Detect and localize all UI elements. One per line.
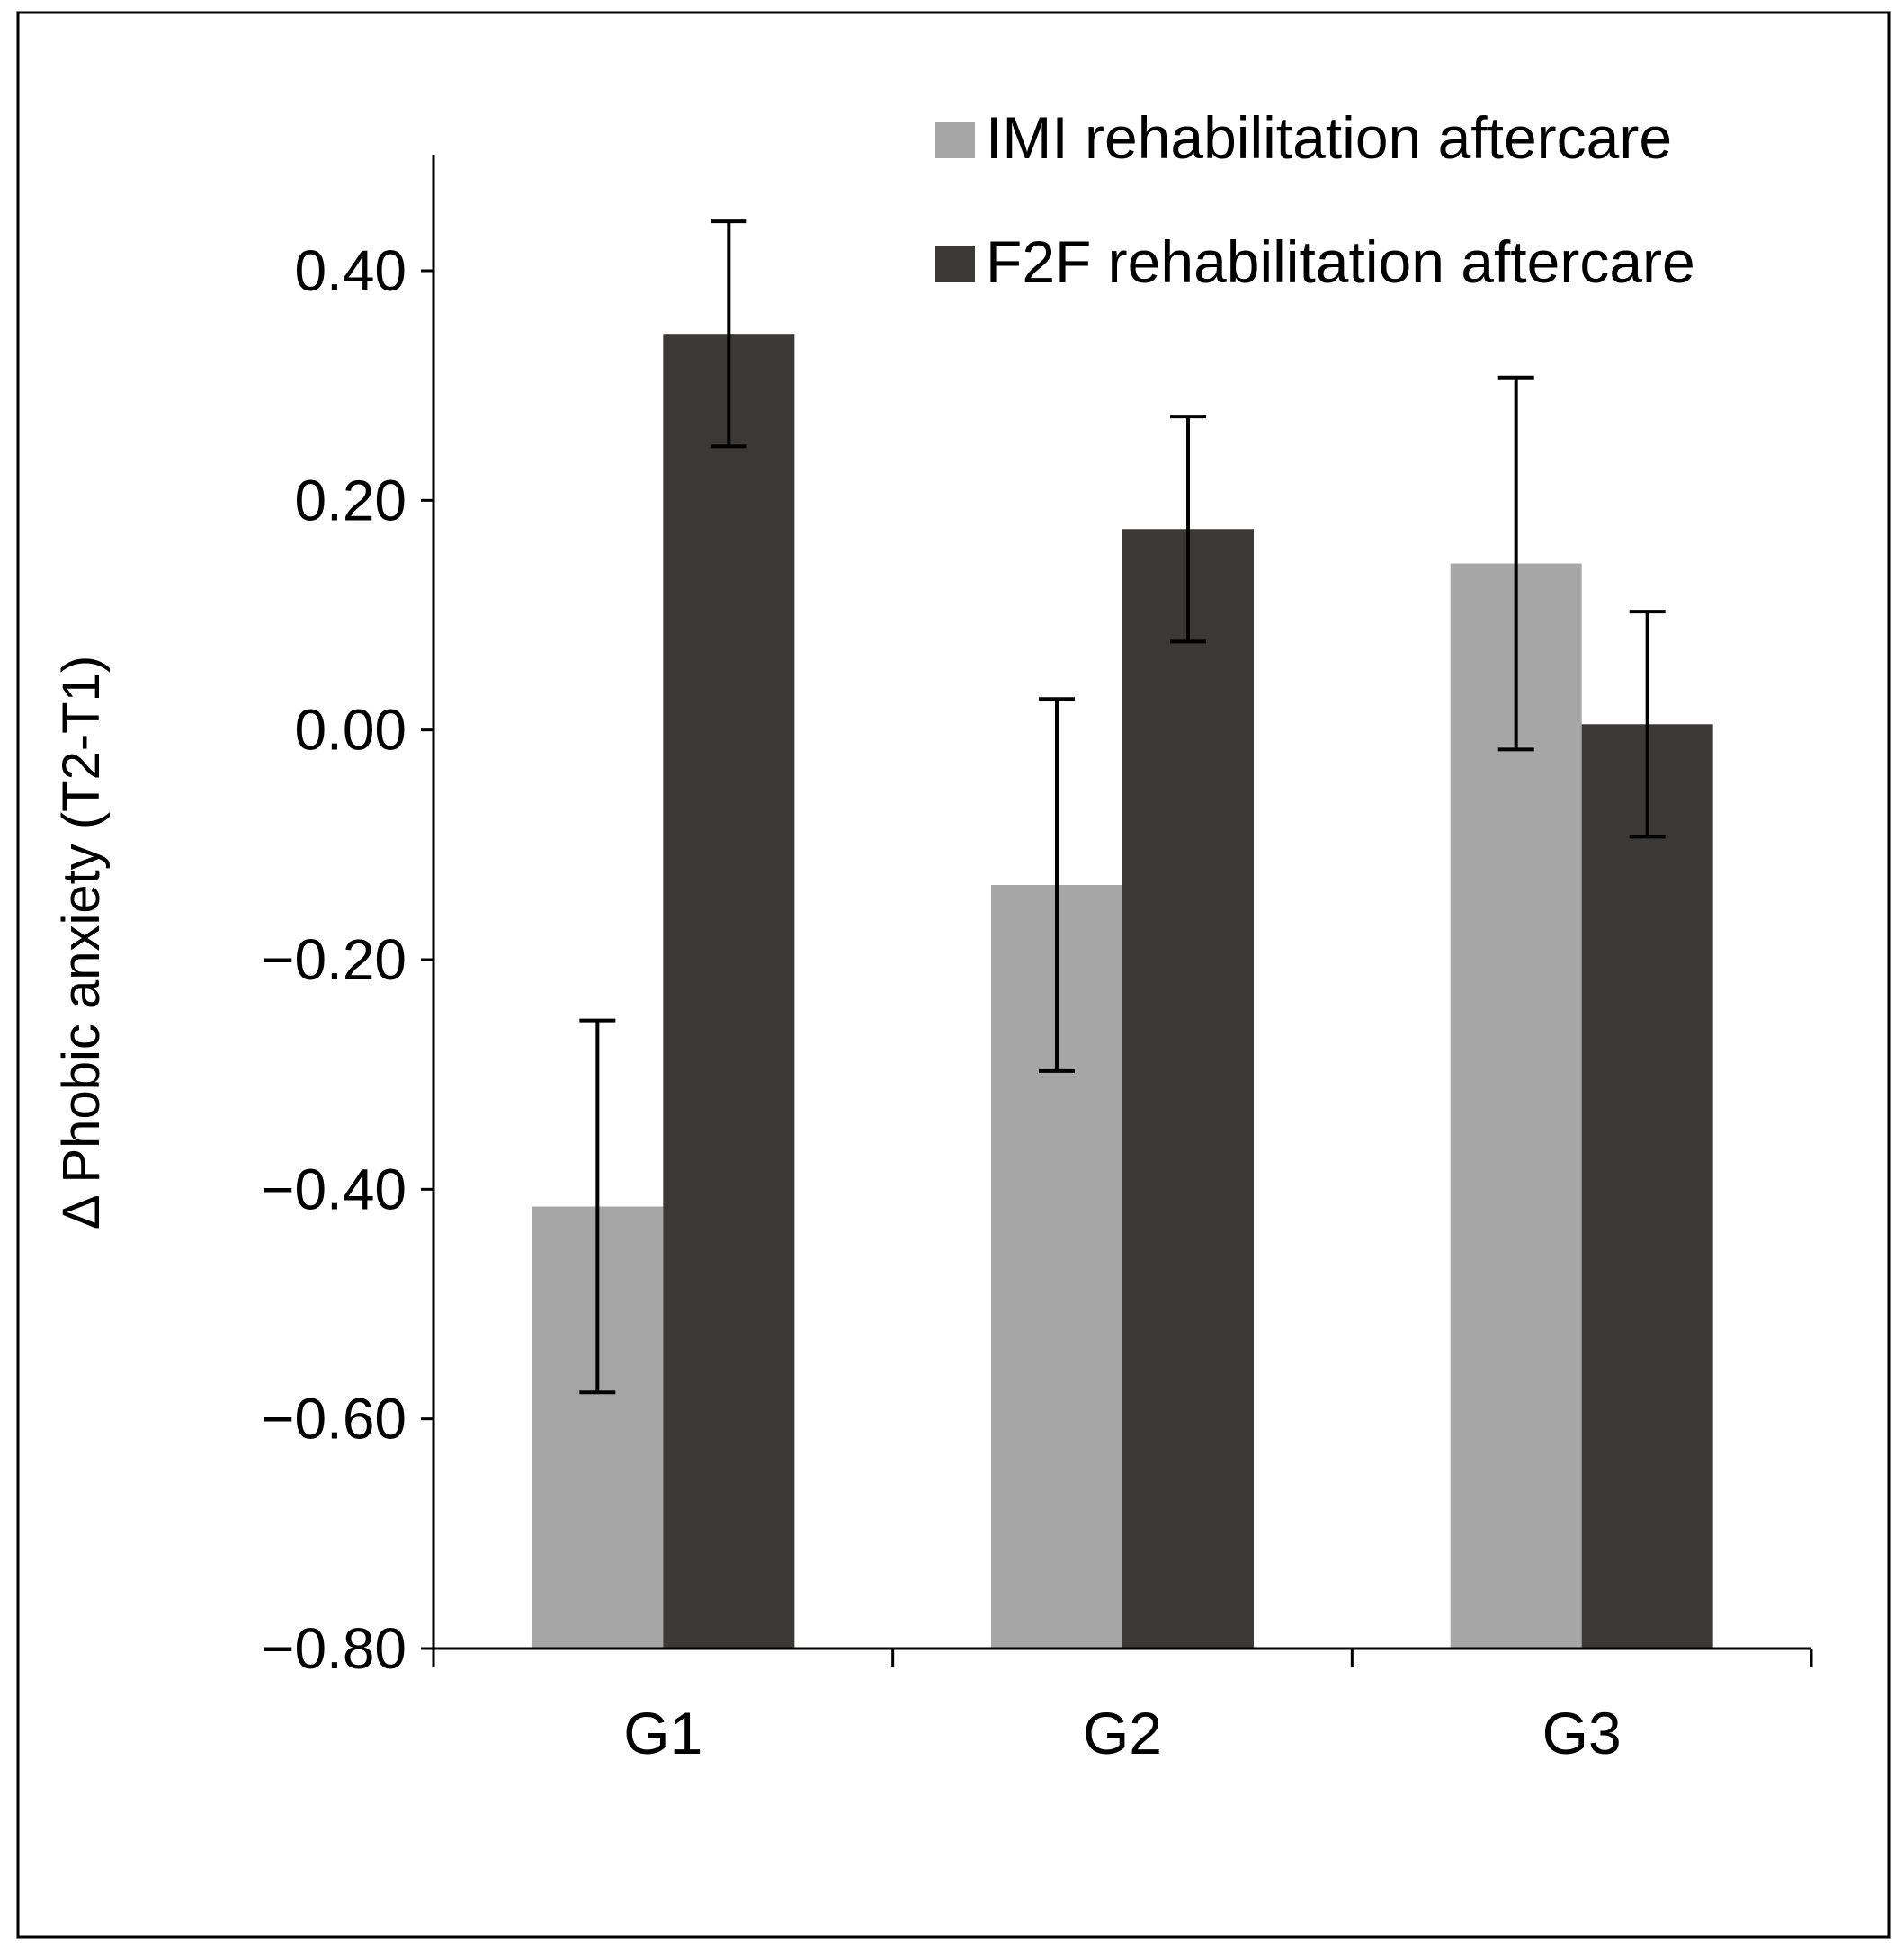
y-tick-label-3: −0.20 [261,927,407,992]
legend-swatch-f2f [935,246,975,282]
y-tick-label-6: 0.40 [294,238,407,303]
y-tick-label-2: −0.40 [261,1157,407,1221]
y-axis-label: Δ Phobic anxiety (T2-T1) [52,656,111,1229]
y-tick-label-4: 0.00 [294,698,407,763]
legend-swatch-imi [935,122,975,158]
x-tick-label-g3: G3 [1542,1700,1622,1766]
legend-label-f2f: F2F rehabilitation aftercare [986,228,1695,295]
y-tick-label-0: −0.80 [261,1616,407,1681]
axes-layer [421,155,1813,1667]
tick-labels-layer: G1 G2 G3 −0.80 −0.60 −0.40 −0.20 0.00 0.20 0.40 [261,238,1622,1766]
x-tick-label-g1: G1 [623,1700,702,1766]
y-tick-label-1: −0.60 [261,1387,407,1452]
error-bars-layer [579,219,1666,1395]
bar-g3-series-1 [1581,724,1713,1649]
bar-g2-series-1 [1122,529,1254,1649]
x-tick-label-g2: G2 [1083,1700,1162,1766]
y-tick-label-5: 0.20 [294,468,407,532]
legend-label-imi: IMI rehabilitation aftercare [986,104,1672,171]
bar-g1-series-1 [663,334,795,1649]
legend: IMI rehabilitation aftercare F2F rehabil… [935,104,1695,295]
